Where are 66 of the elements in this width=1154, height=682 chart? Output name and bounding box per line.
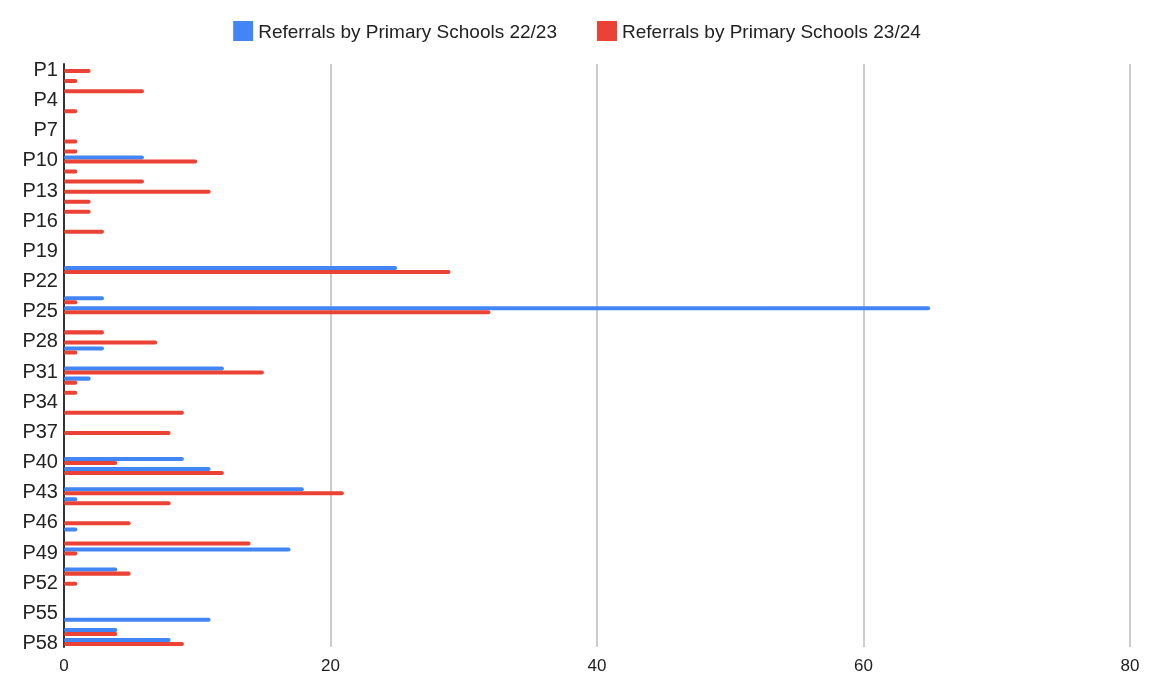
bar — [64, 467, 211, 472]
bar — [64, 209, 91, 214]
bar — [64, 346, 104, 351]
bar — [64, 266, 398, 271]
y-tick-label: P46 — [22, 510, 58, 533]
y-tick-label: P40 — [22, 450, 58, 473]
y-tick-label: P25 — [22, 299, 58, 322]
y-tick-label: P37 — [22, 419, 58, 442]
y-tick-label: P58 — [22, 630, 58, 653]
bar — [64, 310, 491, 315]
bar — [64, 547, 291, 552]
y-tick-label: P28 — [22, 329, 58, 352]
bar — [64, 376, 91, 381]
bar — [64, 410, 184, 415]
y-tick-label: P13 — [22, 178, 58, 201]
bar — [64, 471, 224, 476]
bar — [64, 491, 344, 496]
bar — [64, 229, 104, 234]
bar — [64, 461, 118, 466]
x-tick-label: 80 — [1120, 656, 1140, 675]
y-tick-label: P22 — [22, 269, 58, 292]
x-tick-label: 40 — [587, 656, 607, 675]
bar — [64, 521, 131, 526]
bar — [64, 571, 131, 576]
bar — [64, 457, 184, 462]
y-tick-label: P31 — [22, 359, 58, 382]
y-tick-label: P4 — [33, 88, 58, 111]
bar — [64, 641, 184, 646]
x-tick-label: 20 — [321, 656, 340, 675]
bar — [64, 189, 211, 194]
bar — [64, 155, 144, 160]
y-tick-label: P34 — [22, 389, 58, 412]
bar — [64, 430, 171, 435]
bar — [64, 370, 264, 375]
y-tick-label: P19 — [22, 238, 58, 261]
y-tick-label: P7 — [33, 118, 58, 141]
y-tick-label: P10 — [22, 148, 58, 171]
bar — [64, 637, 171, 642]
bar — [64, 159, 198, 164]
bar — [64, 501, 171, 506]
bar — [64, 617, 211, 622]
bar — [64, 199, 91, 204]
bar — [64, 487, 304, 492]
x-tick-label: 0 — [59, 656, 69, 675]
bar — [64, 541, 251, 546]
bar — [64, 627, 118, 632]
bar — [64, 296, 104, 301]
bar — [64, 179, 144, 184]
bar — [64, 366, 224, 371]
bar — [64, 567, 118, 572]
legend-label: Referrals by Primary Schools 22/23 — [258, 20, 557, 42]
y-tick-label: P49 — [22, 540, 58, 563]
y-tick-label: P43 — [22, 480, 58, 503]
bar — [64, 270, 451, 275]
bar — [64, 69, 91, 74]
y-tick-label: P1 — [33, 58, 58, 81]
y-tick-label: P55 — [22, 600, 58, 623]
x-tick-label: 60 — [854, 656, 873, 675]
y-tick-label: P16 — [22, 208, 58, 231]
bar — [64, 89, 144, 94]
bar — [64, 631, 118, 636]
legend-label: Referrals by Primary Schools 23/24 — [622, 20, 922, 42]
bar — [64, 330, 104, 335]
bar — [64, 306, 931, 311]
bar — [64, 340, 158, 345]
y-tick-label: P52 — [22, 570, 58, 593]
